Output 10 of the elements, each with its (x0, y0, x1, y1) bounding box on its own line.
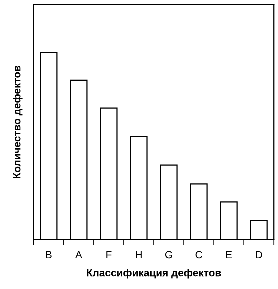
x-axis-title: Классификация дефектов (87, 269, 222, 279)
x-tick-label: F (106, 251, 112, 259)
x-tick-label: D (256, 251, 262, 259)
y-axis-title: Количество дефектов (13, 66, 23, 179)
x-tick-label: B (46, 251, 52, 259)
x-tick-label: G (165, 251, 172, 259)
x-tick-label: H (136, 251, 142, 259)
x-tick-label: C (196, 251, 202, 259)
x-tick-label: A (76, 251, 82, 259)
x-tick-label: E (226, 251, 232, 259)
